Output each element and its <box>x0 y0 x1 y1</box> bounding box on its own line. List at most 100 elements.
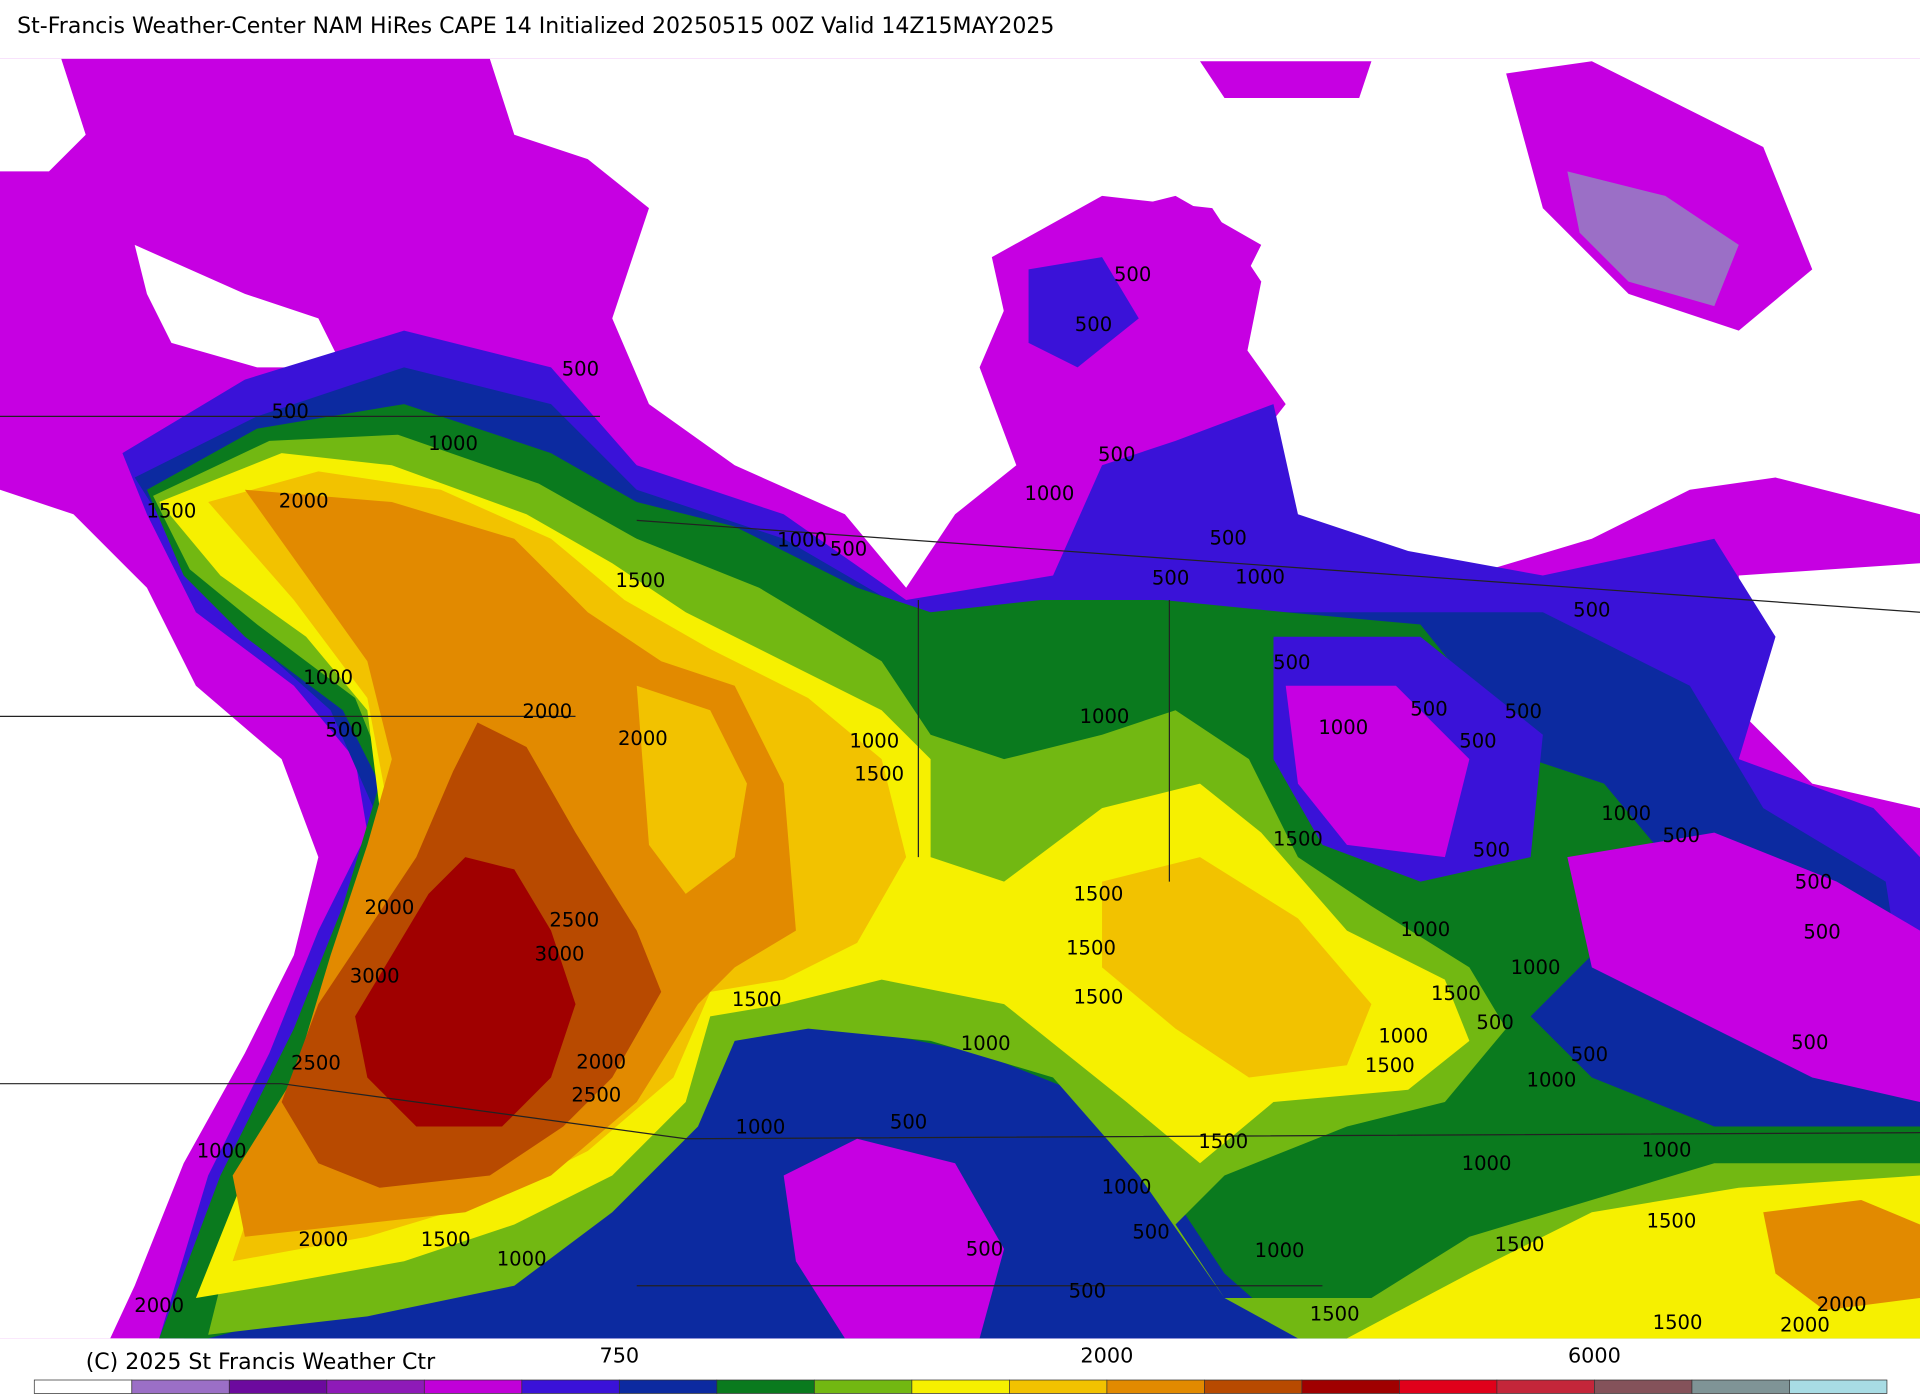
contour-label: 1500 <box>1073 883 1123 906</box>
contour-label: 1000 <box>849 730 899 753</box>
contour-label: 1500 <box>1073 985 1123 1008</box>
contour-label: 1000 <box>1255 1239 1305 1262</box>
contour-label: 500 <box>272 400 309 423</box>
contour-label: 500 <box>1075 313 1112 336</box>
contour-label: 500 <box>1663 824 1700 847</box>
contour-label: 1500 <box>1653 1311 1703 1334</box>
cape-field <box>0 58 1920 1339</box>
contour-label: 500 <box>890 1110 927 1133</box>
contour-label: 1500 <box>1431 982 1481 1005</box>
contour-label: 2500 <box>571 1083 621 1106</box>
contour-label: 1000 <box>961 1032 1011 1055</box>
contour-label: 1000 <box>1024 482 1074 505</box>
contour-label: 1000 <box>303 666 353 689</box>
contour-label: 500 <box>1459 730 1496 753</box>
contour-label: 500 <box>1571 1043 1608 1066</box>
contour-label: 1500 <box>147 499 197 522</box>
contour-label: 2000 <box>134 1294 184 1317</box>
contour-label: 1000 <box>497 1248 547 1271</box>
contour-label: 1000 <box>1511 956 1561 979</box>
colorbar-bin <box>131 1379 230 1394</box>
colorbar-bin <box>1204 1379 1303 1394</box>
colorbar-bin <box>326 1379 425 1394</box>
contour-label: 500 <box>1476 1011 1513 1034</box>
contour-label: 500 <box>966 1238 1003 1261</box>
colorbar-bin <box>1594 1379 1693 1394</box>
contour-label: 3000 <box>535 943 585 966</box>
contour-label: 2000 <box>522 700 572 723</box>
contour-label: 500 <box>1069 1279 1106 1302</box>
contour-label: 500 <box>1791 1031 1828 1054</box>
map-title: St-Francis Weather-Center NAM HiRes CAPE… <box>17 14 1054 39</box>
contour-label: 1500 <box>1066 936 1116 959</box>
colorbar-bin <box>716 1379 815 1394</box>
contour-label: 2000 <box>1817 1293 1867 1316</box>
colorbar-label: 2000 <box>1080 1344 1133 1368</box>
contour-label: 500 <box>562 357 599 380</box>
colorbar-bin <box>1691 1379 1790 1394</box>
colorbar-bin <box>1301 1379 1400 1394</box>
contour-label: 1000 <box>1642 1139 1692 1162</box>
colorbar-bin <box>813 1379 913 1394</box>
colorbar-bin <box>1399 1379 1498 1394</box>
contour-label: 1500 <box>854 763 904 786</box>
colorbar-bin <box>1008 1379 1108 1394</box>
contour-label: 1000 <box>1378 1025 1428 1048</box>
colorbar: 750 2000 6000 <box>33 1344 1888 1394</box>
contour-label: 500 <box>1132 1221 1169 1244</box>
colorbar-bin <box>618 1379 718 1394</box>
colorbar-bin <box>423 1379 523 1394</box>
contour-label: 500 <box>1803 921 1840 944</box>
contour-label: 2000 <box>298 1228 348 1251</box>
contour-label: 500 <box>1152 567 1189 590</box>
contour-label: 2000 <box>364 896 414 919</box>
contour-label: 500 <box>1795 870 1832 893</box>
contour-label: 500 <box>1114 263 1151 286</box>
contour-label: 1000 <box>1462 1152 1512 1175</box>
footer-credit: (C) 2025 St Francis Weather Ctr <box>86 1350 436 1375</box>
contour-label: 3000 <box>350 965 400 988</box>
contour-label: 500 <box>1410 698 1447 721</box>
contour-label: 1500 <box>615 569 665 592</box>
contour-label: 1500 <box>1495 1233 1545 1256</box>
colorbar-bin <box>228 1379 328 1394</box>
colorbar-bin <box>33 1379 133 1394</box>
colorbar-bin <box>911 1379 1010 1394</box>
contour-label: 1000 <box>1080 705 1130 728</box>
contour-label: 1000 <box>1102 1175 1152 1198</box>
contour-label: 500 <box>1098 443 1135 466</box>
contour-label: 2000 <box>618 727 668 750</box>
contour-label: 1500 <box>1310 1303 1360 1326</box>
colorbar-bin <box>521 1379 620 1394</box>
contour-label: 1500 <box>1647 1210 1697 1233</box>
contour-label: 500 <box>830 537 867 560</box>
contour-label: 500 <box>1273 651 1310 674</box>
contour-label: 1000 <box>1527 1069 1577 1092</box>
contour-label: 2000 <box>1780 1314 1830 1337</box>
contour-label: 1000 <box>777 529 827 552</box>
colorbar-label: 750 <box>599 1344 639 1368</box>
colorbar-bin <box>1789 1379 1888 1394</box>
contour-label: 500 <box>1573 599 1610 622</box>
contour-label: 2000 <box>576 1050 626 1073</box>
contour-label: 500 <box>1505 700 1542 723</box>
contour-label: 1500 <box>1365 1054 1415 1077</box>
colorbar-bin <box>1496 1379 1595 1394</box>
colorbar-label: 6000 <box>1568 1344 1621 1368</box>
contour-label: 1000 <box>1400 918 1450 941</box>
contour-label: 1500 <box>1198 1130 1248 1153</box>
colorbar-bin <box>1106 1379 1205 1394</box>
contour-label: 1000 <box>1318 716 1368 739</box>
contour-label: 1500 <box>1273 828 1323 851</box>
contour-label: 2000 <box>279 490 329 513</box>
contour-label: 2500 <box>549 908 599 931</box>
contour-label: 1000 <box>428 432 478 455</box>
contour-label: 1500 <box>732 988 782 1011</box>
contour-label: 500 <box>325 719 362 742</box>
contour-label: 1000 <box>735 1115 785 1138</box>
contour-label: 2500 <box>291 1052 341 1075</box>
contour-label: 500 <box>1473 839 1510 862</box>
contour-label: 500 <box>1209 526 1246 549</box>
contour-label: 1500 <box>421 1228 471 1251</box>
